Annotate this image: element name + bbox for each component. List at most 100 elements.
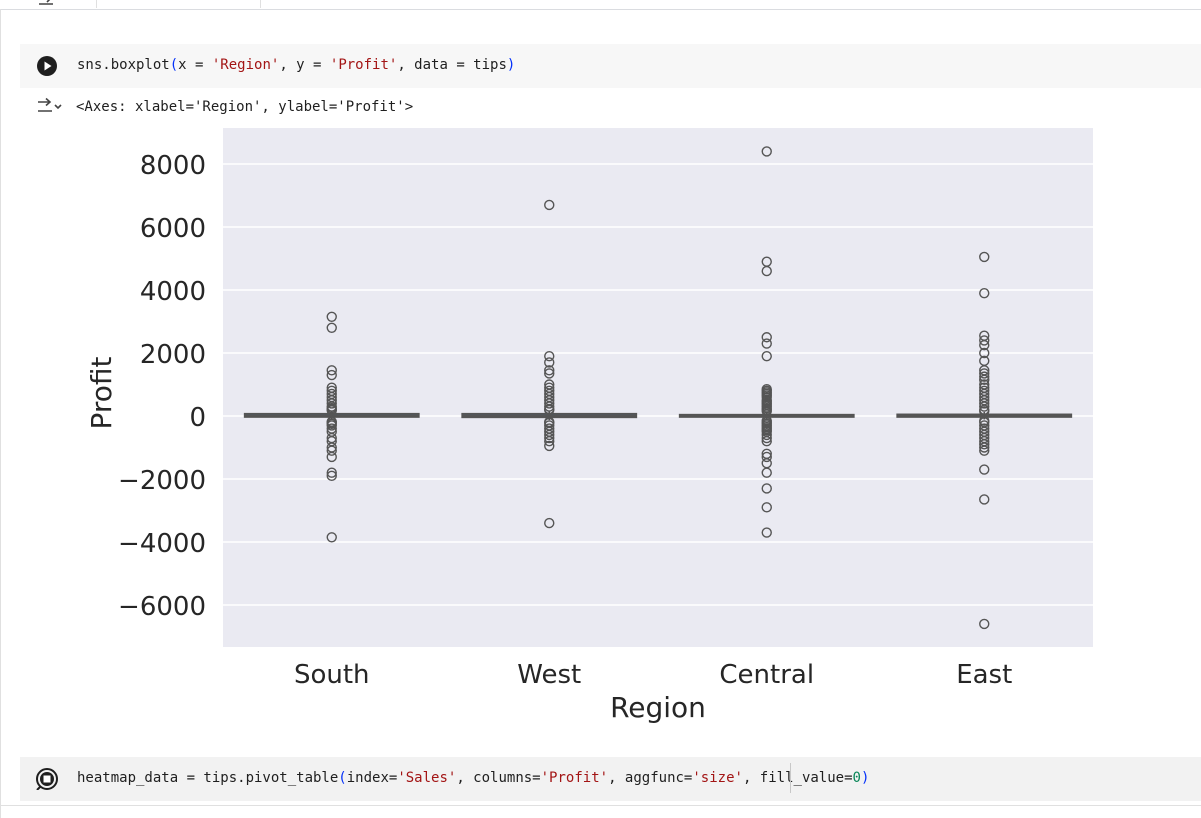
code-func: sns.boxplot — [77, 57, 170, 73]
x-axis-label: Region — [610, 691, 706, 724]
y-tick-label: 0 — [189, 403, 206, 433]
left-rail — [0, 9, 1, 818]
outlier-point — [979, 374, 990, 385]
code-arg: x = — [178, 57, 212, 73]
outlier-point — [761, 436, 772, 447]
outlier-point — [979, 398, 990, 409]
outlier-point — [326, 532, 337, 543]
x-tick-label: South — [294, 660, 370, 690]
code-paren: ) — [506, 57, 516, 73]
code-string: 'Profit' — [540, 770, 609, 786]
outlier-point — [544, 440, 555, 452]
y-tick-labels: −6000 −4000 −2000 0 2000 4000 6000 8000 — [118, 151, 206, 622]
outlier-point — [544, 432, 555, 444]
code-arg: , y = — [279, 57, 330, 73]
outliers — [326, 146, 990, 630]
outlier-point — [979, 335, 990, 346]
outlier-point — [761, 502, 772, 513]
outlier-point — [761, 432, 772, 444]
code-arg: , columns= — [456, 770, 541, 786]
code-cell-boxplot[interactable]: sns.boxplot(x = 'Region', y = 'Profit', … — [20, 44, 1201, 88]
outlier-point — [979, 401, 990, 412]
outlier-point — [544, 404, 555, 416]
x-tick-labels: South West Central East — [294, 660, 1012, 690]
top-divider — [96, 0, 97, 8]
outlier-point — [326, 365, 337, 376]
outlier-point — [326, 322, 337, 333]
outlier-point — [761, 265, 772, 277]
y-tick-label: 2000 — [140, 340, 206, 370]
stop-circle-icon[interactable] — [36, 768, 58, 790]
code-string: 'Sales' — [397, 770, 457, 786]
code-arg: , data = tips — [397, 57, 507, 73]
code-editor-line[interactable]: heatmap_data = tips.pivot_table(index='S… — [77, 770, 869, 786]
code-string: 'Profit' — [329, 57, 398, 73]
outlier-point — [326, 470, 337, 482]
outlier-point — [979, 464, 990, 475]
outlier-point — [761, 429, 772, 441]
outlier-point — [761, 527, 772, 538]
outlier-point — [979, 371, 990, 382]
outlier-point — [544, 199, 555, 211]
code-paren: ( — [338, 770, 347, 786]
outlier-point — [761, 483, 772, 494]
x-tick-label: Central — [719, 660, 814, 690]
y-axis-label: Profit — [85, 356, 118, 429]
x-tick-label: West — [517, 660, 581, 690]
outlier-point — [326, 445, 337, 456]
outlier-point — [979, 439, 990, 450]
outlier-point — [326, 405, 337, 416]
top-bar — [0, 0, 1201, 10]
code-arg: , aggfunc= — [608, 770, 693, 786]
code-cell-heatmap[interactable]: heatmap_data = tips.pivot_table(index='S… — [20, 757, 1201, 801]
boxplot-chart: −6000 −4000 −2000 0 2000 4000 6000 8000 South We… — [85, 128, 1093, 724]
outlier-point — [979, 339, 990, 351]
outlier-point — [761, 451, 772, 463]
code-arg: , fill_value= — [742, 770, 853, 786]
outlier-point — [979, 494, 990, 505]
outlier-point — [979, 368, 990, 379]
bottom-divider — [0, 805, 1201, 806]
top-divider — [260, 0, 261, 8]
y-tick-label: 6000 — [140, 214, 206, 244]
outlier-point — [761, 350, 772, 362]
code-string: 'Region' — [211, 57, 280, 73]
collapse-output-icon[interactable] — [36, 0, 56, 8]
outlier-point — [326, 467, 337, 478]
code-number: 0 — [852, 770, 861, 786]
outlier-point — [544, 357, 555, 368]
code-editor-line[interactable]: sns.boxplot(x = 'Region', y = 'Profit', … — [77, 57, 515, 73]
outlier-point — [326, 369, 337, 381]
code-paren: ( — [169, 57, 179, 73]
outlier-point — [544, 517, 555, 529]
play-circle-icon[interactable] — [36, 55, 58, 77]
y-tick-label: −2000 — [118, 466, 206, 496]
code-arg: index= — [346, 770, 398, 786]
output-toggle-icon[interactable] — [36, 97, 62, 117]
outlier-point — [979, 347, 990, 359]
outlier-point — [979, 251, 990, 263]
outlier-point — [544, 365, 555, 376]
output-text: <Axes: xlabel='Region', ylabel='Profit'> — [76, 99, 414, 115]
outlier-point — [544, 436, 555, 447]
outlier-point — [761, 467, 772, 478]
code-assign: heatmap_data = tips.pivot_table — [77, 770, 339, 786]
outlier-point — [979, 618, 990, 630]
outlier-point — [326, 420, 337, 431]
y-tick-label: 8000 — [140, 151, 206, 181]
outlier-point — [544, 368, 555, 379]
outlier-point — [326, 311, 337, 322]
code-string: 'size' — [692, 770, 743, 786]
editor-cursor — [790, 763, 791, 793]
outlier-point — [979, 442, 990, 453]
y-tick-label: −4000 — [118, 529, 206, 559]
outlier-point — [544, 398, 555, 409]
code-paren: ) — [860, 770, 870, 786]
outlier-point — [761, 332, 772, 343]
outlier-point — [979, 287, 990, 299]
plot-background — [223, 128, 1093, 647]
outlier-point — [326, 398, 337, 409]
outlier-point — [761, 146, 772, 157]
outlier-point — [544, 350, 555, 362]
outlier-point — [544, 429, 555, 441]
